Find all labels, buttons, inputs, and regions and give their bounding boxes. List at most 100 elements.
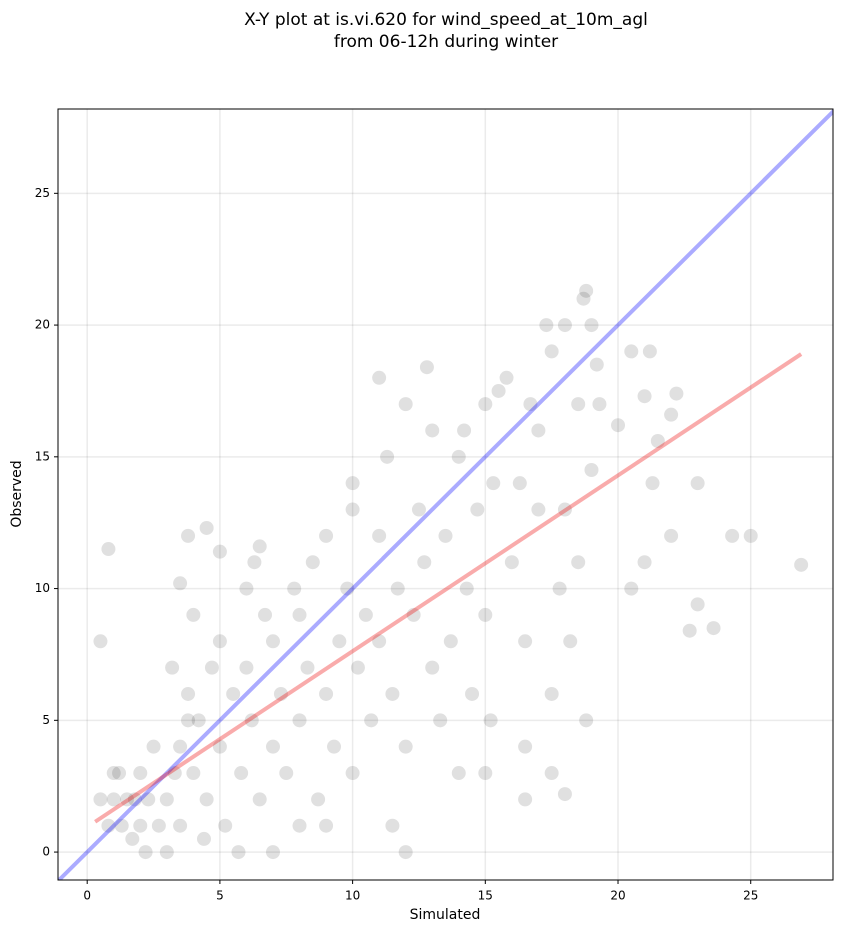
- y-tick-label: 5: [42, 713, 50, 727]
- x-axis-label: Simulated: [410, 907, 481, 923]
- point: [465, 686, 480, 701]
- point: [305, 555, 320, 570]
- x-tick-label: 0: [83, 889, 91, 903]
- point: [557, 318, 572, 333]
- point: [247, 555, 262, 570]
- point: [512, 476, 527, 491]
- point: [385, 686, 400, 701]
- y-axis-label: Observed: [9, 460, 25, 527]
- point: [345, 476, 360, 491]
- point: [372, 370, 387, 385]
- y-tick-label: 25: [35, 186, 50, 200]
- chart-subtitle: from 06-12h during winter: [334, 32, 558, 52]
- point: [212, 544, 227, 559]
- point: [319, 818, 334, 833]
- point: [398, 397, 413, 412]
- point: [478, 397, 493, 412]
- point: [364, 713, 379, 728]
- point: [199, 792, 214, 807]
- point: [523, 397, 538, 412]
- point: [186, 766, 201, 781]
- point: [265, 845, 280, 860]
- point: [518, 792, 533, 807]
- point: [443, 634, 458, 649]
- y-tick-label: 10: [35, 581, 50, 595]
- point: [571, 555, 586, 570]
- grid: [58, 109, 833, 880]
- point: [231, 845, 246, 860]
- point: [518, 634, 533, 649]
- point: [478, 766, 493, 781]
- point: [265, 739, 280, 754]
- point: [706, 621, 721, 636]
- point: [234, 766, 249, 781]
- point: [218, 818, 233, 833]
- point: [385, 818, 400, 833]
- point: [576, 291, 591, 306]
- point: [650, 434, 665, 449]
- point: [544, 344, 559, 359]
- point: [106, 792, 121, 807]
- x-tick-label: 5: [216, 889, 224, 903]
- point: [226, 686, 241, 701]
- point: [743, 528, 758, 543]
- x-tick-label: 25: [743, 889, 758, 903]
- point: [557, 502, 572, 517]
- point: [292, 713, 307, 728]
- point: [138, 845, 153, 860]
- y-tick-label: 15: [35, 449, 50, 463]
- point: [438, 528, 453, 543]
- point: [101, 818, 116, 833]
- point: [592, 397, 607, 412]
- point: [637, 555, 652, 570]
- point: [159, 792, 174, 807]
- point: [212, 634, 227, 649]
- point: [531, 423, 546, 438]
- point: [125, 831, 140, 846]
- point: [319, 686, 334, 701]
- point: [624, 344, 639, 359]
- point: [637, 389, 652, 404]
- point: [319, 528, 334, 543]
- y-tick-label: 20: [35, 318, 50, 332]
- point: [491, 383, 506, 398]
- point: [611, 418, 626, 433]
- point: [239, 581, 254, 596]
- point: [433, 713, 448, 728]
- point: [101, 542, 116, 557]
- point: [411, 502, 426, 517]
- point: [212, 739, 227, 754]
- point: [589, 357, 604, 372]
- x-tick-label: 15: [478, 889, 493, 903]
- point: [244, 713, 259, 728]
- point: [181, 686, 196, 701]
- point: [417, 555, 432, 570]
- point: [579, 283, 594, 298]
- point: [794, 557, 809, 572]
- point: [120, 792, 135, 807]
- point: [563, 634, 578, 649]
- point: [173, 739, 188, 754]
- point: [332, 634, 347, 649]
- ticks: 0 5 10 15 20 25 0 5 10 15 20 25: [35, 186, 759, 903]
- point: [186, 607, 201, 622]
- x-tick-label: 20: [610, 889, 625, 903]
- point: [300, 660, 315, 675]
- point: [372, 528, 387, 543]
- point: [292, 607, 307, 622]
- point: [165, 660, 180, 675]
- y-tick-label: 0: [42, 845, 50, 859]
- point: [642, 344, 657, 359]
- point: [539, 318, 554, 333]
- point: [584, 462, 599, 477]
- point: [196, 831, 211, 846]
- point: [459, 581, 474, 596]
- point: [645, 476, 660, 491]
- point: [252, 792, 267, 807]
- point: [451, 766, 466, 781]
- point: [93, 634, 108, 649]
- point: [690, 597, 705, 612]
- point: [664, 407, 679, 422]
- point: [93, 792, 108, 807]
